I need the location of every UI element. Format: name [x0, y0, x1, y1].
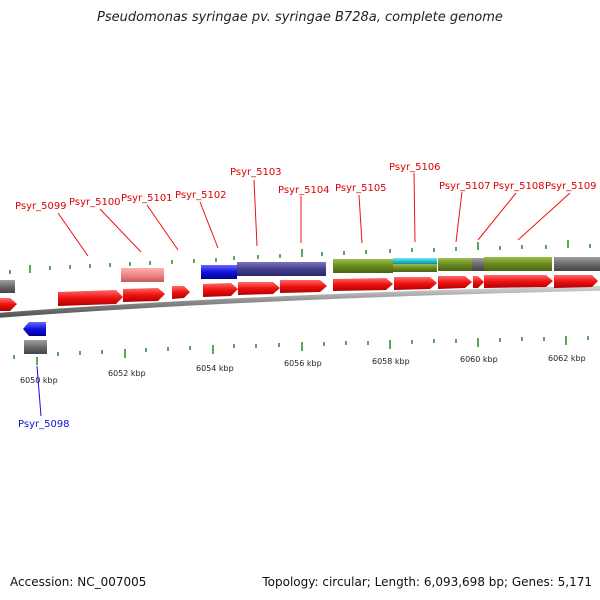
gene-arrow[interactable] [484, 275, 553, 288]
scale-tick-ring [13, 336, 589, 365]
leader-line-reverse [36, 365, 42, 417]
genome-backbone [0, 285, 600, 318]
scale-label: 6052 kbp [108, 369, 146, 378]
gene-arrow[interactable] [238, 282, 280, 295]
cog-feature-blue[interactable] [201, 265, 237, 279]
gene-arrow[interactable] [333, 278, 393, 291]
gene-arrow[interactable] [280, 280, 327, 293]
cog-feature-navy[interactable] [237, 262, 326, 276]
cog-feature-gray[interactable] [554, 257, 600, 271]
gene-arrow[interactable] [394, 277, 437, 290]
scale-label: 6062 kbp [548, 354, 586, 363]
gene-label-psyr-5100[interactable]: Psyr_5100 [69, 197, 121, 208]
leader-line [57, 212, 89, 257]
leader-line [199, 201, 219, 249]
gene-label-psyr-5106[interactable]: Psyr_5106 [389, 162, 441, 173]
gene-label-psyr-5101[interactable]: Psyr_5101 [121, 193, 173, 204]
scale-label: 6060 kbp [460, 355, 498, 364]
gene-labels: Psyr_5099 Psyr_5100 Psyr_5101 Psyr_5102 … [15, 162, 597, 212]
gene-label-psyr-5105[interactable]: Psyr_5105 [335, 183, 387, 194]
gene-label-psyr-5099[interactable]: Psyr_5099 [15, 201, 67, 212]
gene-arrow[interactable] [58, 290, 123, 306]
cog-feature-olive[interactable] [393, 264, 437, 272]
gene-arrow[interactable] [203, 283, 238, 297]
leader-line [99, 208, 142, 253]
gene-label-psyr-5107[interactable]: Psyr_5107 [439, 181, 491, 192]
cog-feature-gray[interactable] [24, 340, 47, 354]
gene-arrow[interactable] [172, 286, 190, 299]
gene-label-psyr-5103[interactable]: Psyr_5103 [230, 167, 282, 178]
gene-label-psyr-5109[interactable]: Psyr_5109 [545, 181, 597, 192]
cog-feature-olive[interactable] [438, 258, 472, 271]
accession-text: Accession: NC_007005 [10, 575, 147, 589]
gene-label-psyr-5102[interactable]: Psyr_5102 [175, 190, 227, 201]
gene-arrow[interactable] [473, 276, 484, 288]
forward-gene-track [0, 275, 598, 311]
cog-feature-olive[interactable] [333, 259, 393, 273]
scale-labels: 6050 kbp 6052 kbp 6054 kbp 6056 kbp 6058… [20, 354, 586, 385]
reverse-gene-arrow[interactable] [23, 322, 46, 336]
leader-line [358, 194, 363, 244]
leader-line [517, 192, 571, 241]
outer-tick-ring [9, 240, 591, 274]
genome-summary-text: Topology: circular; Length: 6,093,698 bp… [262, 575, 592, 589]
leader-line [253, 179, 258, 247]
cog-feature-pink[interactable] [121, 268, 164, 282]
gene-label-psyr-5104[interactable]: Psyr_5104 [278, 185, 330, 196]
gene-arrow[interactable] [123, 288, 165, 302]
label-leader-lines [57, 172, 571, 257]
leader-line [413, 172, 416, 243]
map-title: Pseudomonas syringae pv. syringae B728a,… [97, 10, 503, 25]
gene-arrow[interactable] [0, 298, 17, 311]
gene-label-psyr-5108[interactable]: Psyr_5108 [493, 181, 545, 192]
leader-line [477, 192, 517, 241]
cog-feature-cyan[interactable] [393, 258, 437, 264]
cog-feature-gray[interactable] [0, 280, 15, 293]
scale-label: 6056 kbp [284, 359, 322, 368]
scale-label: 6058 kbp [372, 357, 410, 366]
scale-label: 6050 kbp [20, 376, 58, 385]
cog-feature-gray[interactable] [472, 258, 484, 271]
gene-arrow[interactable] [438, 276, 472, 289]
gene-arrow[interactable] [554, 275, 598, 288]
leader-line [455, 191, 463, 243]
leader-line [146, 204, 179, 251]
gene-label-psyr-5098[interactable]: Psyr_5098 [18, 419, 70, 430]
cog-track [0, 257, 600, 293]
cog-feature-olive[interactable] [484, 257, 552, 271]
scale-label: 6054 kbp [196, 364, 234, 373]
